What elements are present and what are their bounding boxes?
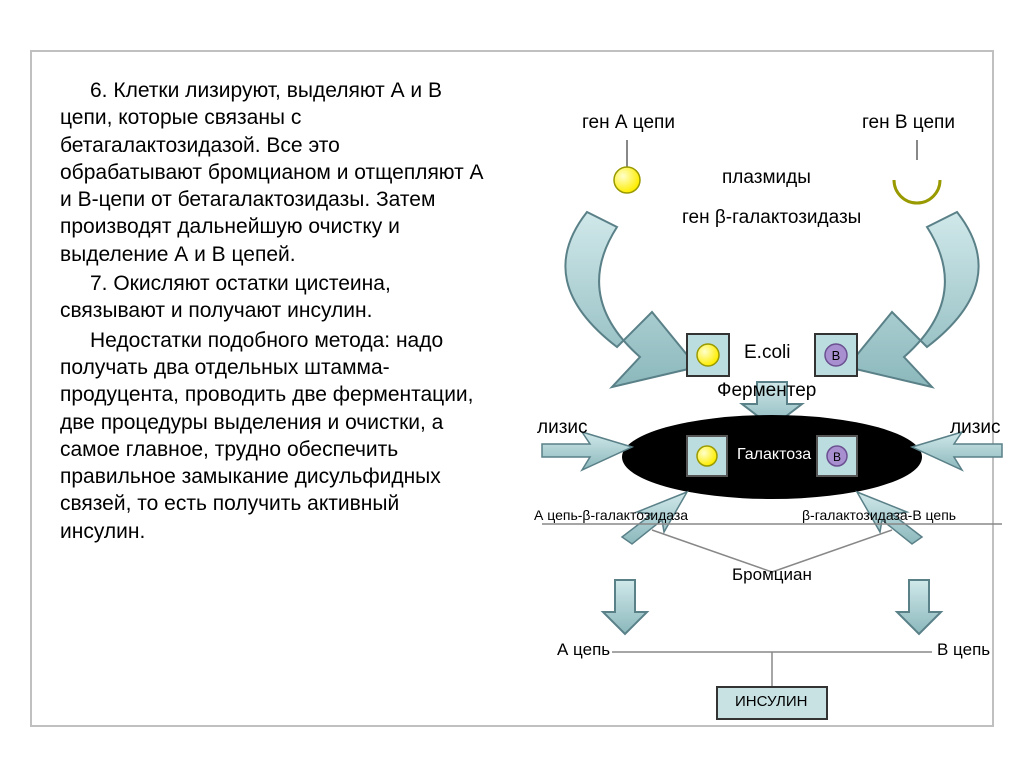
label-gene-b: ген В цепи — [862, 112, 955, 134]
label-achain-bg: А цепь-β-галактозидаза — [534, 507, 688, 523]
label-bchain: В цепь — [937, 640, 990, 660]
label-lysis-left: лизис — [537, 417, 588, 439]
svg-text:В: В — [832, 348, 841, 363]
label-plasmids: плазмиды — [722, 167, 811, 189]
label-insulin: ИНСУЛИН — [735, 693, 807, 710]
text-panel: 6. Клетки лизируют, выделяют А и В цепи,… — [42, 62, 502, 562]
paragraph-drawbacks: Недостатки подобного метода: надо получа… — [60, 327, 484, 545]
insulin-diagram: В В — [522, 112, 1022, 722]
label-galactose: Галактоза — [737, 446, 811, 464]
paragraph-7: 7. Окисляют остатки цистеина, связывают … — [60, 270, 484, 325]
slide-frame: 6. Клетки лизируют, выделяют А и В цепи,… — [30, 50, 994, 727]
label-bg-bchain: β-галактозидаза-В цепь — [802, 507, 956, 523]
label-achain: А цепь — [557, 640, 610, 660]
label-lysis-right: лизис — [950, 417, 1001, 439]
label-beta-gal: ген β-галактозидазы — [682, 207, 861, 229]
paragraph-6: 6. Клетки лизируют, выделяют А и В цепи,… — [60, 77, 484, 268]
label-ecoli: E.coli — [744, 342, 790, 364]
label-fermenter: Ферментер — [717, 380, 816, 402]
diagram-svg: В В — [522, 112, 1022, 722]
label-gene-a: ген А цепи — [582, 112, 675, 134]
svg-text:В: В — [833, 450, 841, 464]
label-bromocyan: Бромциан — [732, 565, 812, 585]
